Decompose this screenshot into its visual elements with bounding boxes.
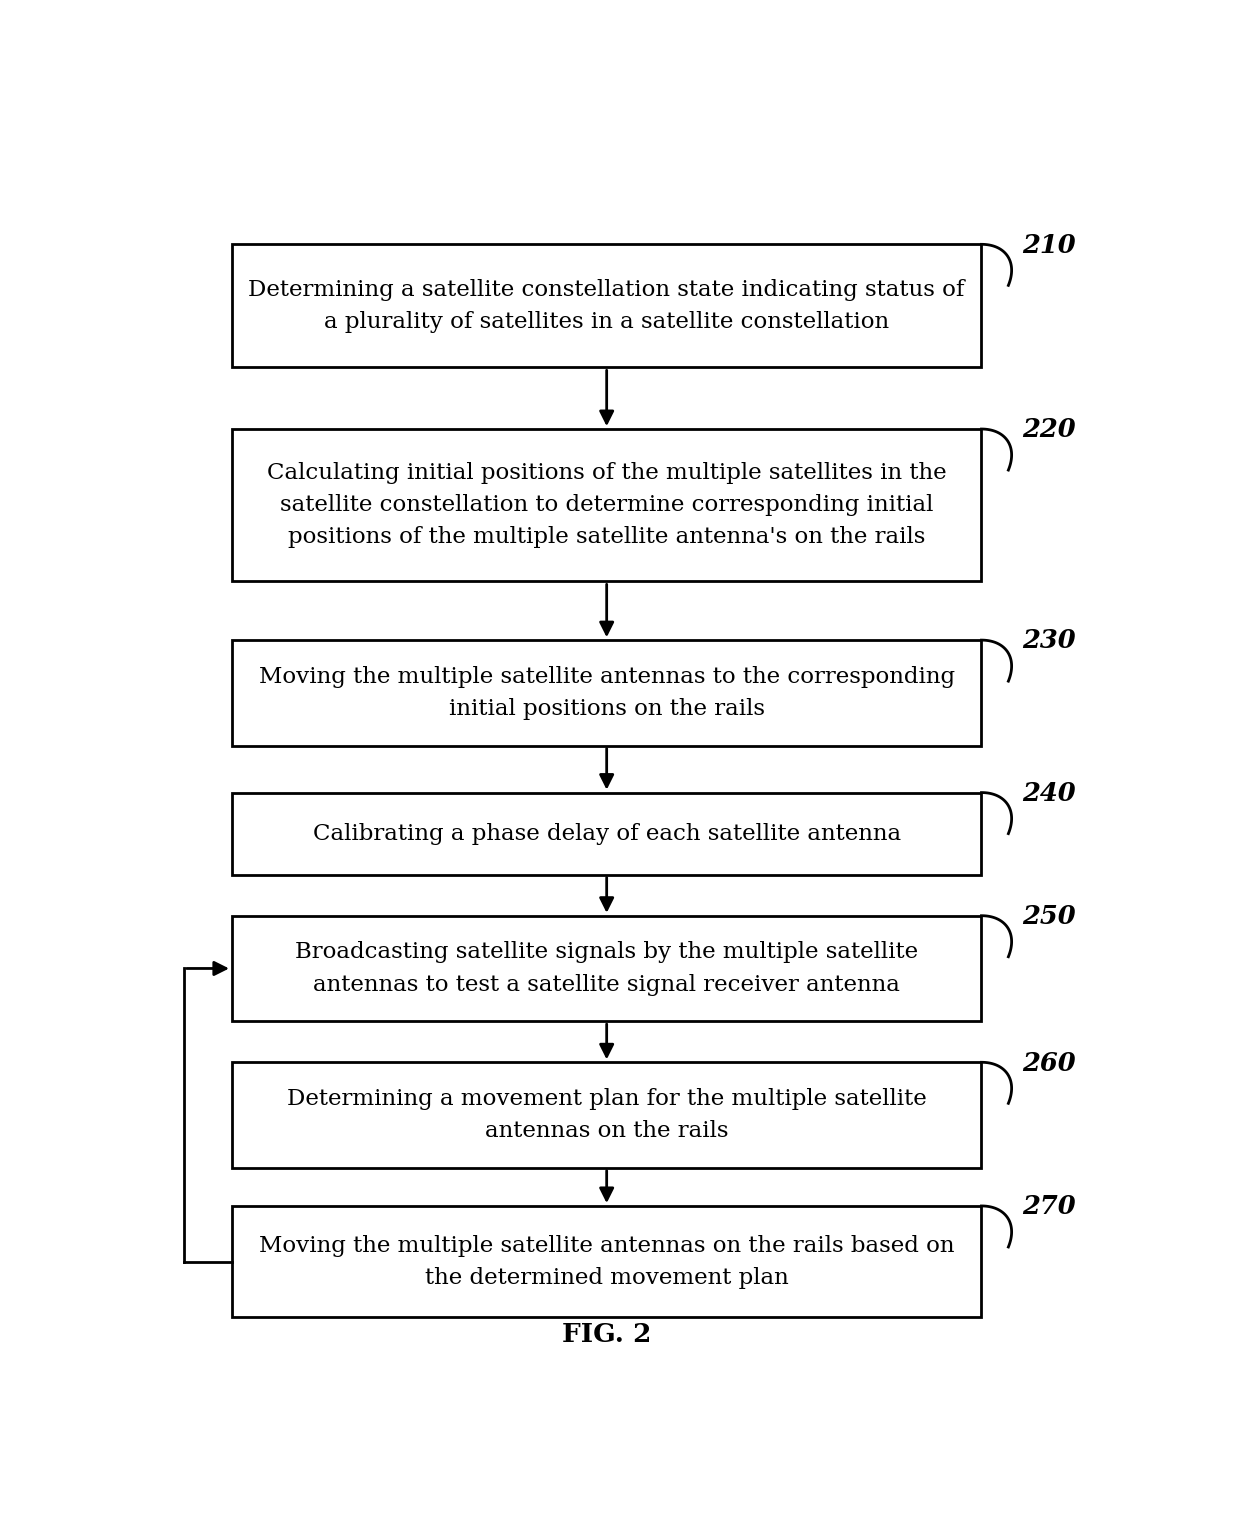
Text: Moving the multiple satellite antennas to the corresponding
initial positions on: Moving the multiple satellite antennas t…: [259, 666, 955, 720]
FancyBboxPatch shape: [232, 915, 982, 1022]
Text: 230: 230: [1022, 629, 1075, 653]
Text: 240: 240: [1022, 781, 1075, 806]
FancyBboxPatch shape: [232, 640, 982, 746]
FancyBboxPatch shape: [232, 1206, 982, 1317]
Text: FIG. 2: FIG. 2: [562, 1322, 651, 1346]
Text: 270: 270: [1022, 1194, 1075, 1220]
FancyBboxPatch shape: [232, 429, 982, 582]
FancyBboxPatch shape: [232, 244, 982, 367]
Text: 260: 260: [1022, 1051, 1075, 1075]
Text: 250: 250: [1022, 905, 1075, 929]
Text: 210: 210: [1022, 233, 1075, 257]
Text: Calibrating a phase delay of each satellite antenna: Calibrating a phase delay of each satell…: [312, 822, 900, 845]
FancyBboxPatch shape: [232, 1063, 982, 1168]
FancyBboxPatch shape: [232, 792, 982, 874]
Text: Broadcasting satellite signals by the multiple satellite
antennas to test a sate: Broadcasting satellite signals by the mu…: [295, 941, 919, 996]
Text: Calculating initial positions of the multiple satellites in the
satellite conste: Calculating initial positions of the mul…: [267, 461, 946, 548]
Text: Moving the multiple satellite antennas on the rails based on
the determined move: Moving the multiple satellite antennas o…: [259, 1235, 955, 1288]
Text: Determining a movement plan for the multiple satellite
antennas on the rails: Determining a movement plan for the mult…: [286, 1087, 926, 1142]
Text: 220: 220: [1022, 417, 1075, 442]
Text: Determining a satellite constellation state indicating status of
a plurality of : Determining a satellite constellation st…: [248, 279, 965, 334]
